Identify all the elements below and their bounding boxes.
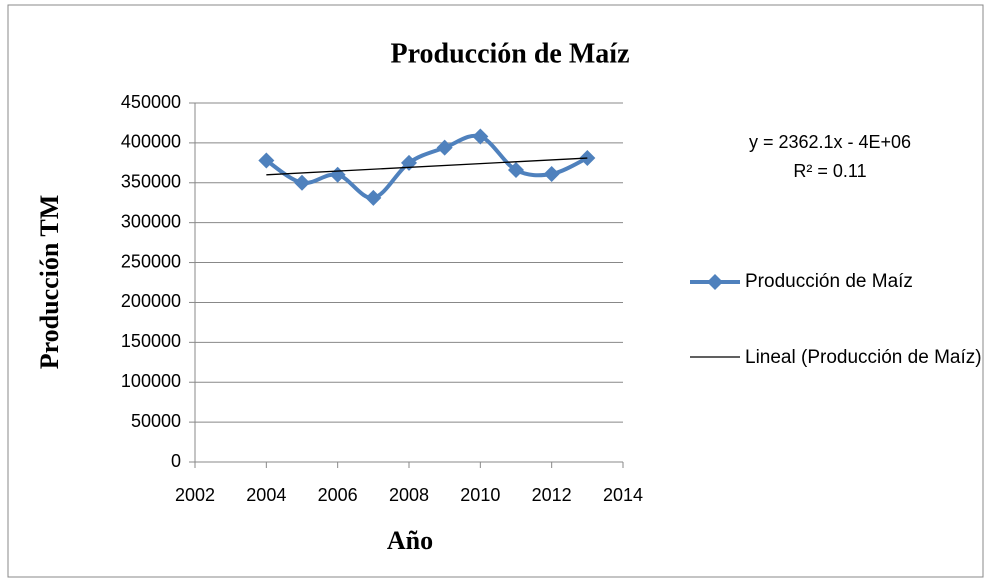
annotation: R² = 0.11 — [793, 161, 866, 181]
y-tick-label: 400000 — [121, 132, 181, 152]
y-tick-label: 350000 — [121, 172, 181, 192]
x-tick-label: 2012 — [532, 485, 572, 505]
y-axis-title: Producción TM — [35, 195, 64, 370]
x-tick-label: 2006 — [318, 485, 358, 505]
x-tick-label: 2002 — [175, 485, 215, 505]
marker — [258, 152, 275, 169]
legend-label: Producción de Maíz — [745, 271, 913, 292]
y-tick-label: 100000 — [121, 371, 181, 391]
y-tick-label: 50000 — [131, 411, 181, 431]
legend-label: Lineal (Producción de Maíz) — [745, 347, 982, 368]
x-axis-title: Año — [387, 526, 433, 555]
series-line — [265, 133, 589, 200]
marker — [508, 162, 524, 179]
trend-line — [266, 157, 588, 176]
marker — [294, 174, 310, 191]
marker — [472, 128, 489, 145]
x-tick-label: 2014 — [603, 485, 643, 505]
y-tick-label: 150000 — [121, 331, 181, 351]
y-tick-label: 450000 — [121, 92, 181, 112]
x-tick-label: 2004 — [246, 485, 286, 505]
marker — [365, 189, 382, 206]
x-tick-label: 2010 — [460, 485, 500, 505]
y-tick-label: 200000 — [121, 291, 181, 311]
y-tick-label: 250000 — [121, 251, 181, 271]
annotation: y = 2362.1x - 4E+06 — [749, 132, 911, 152]
chart-title: Producción de Maíz — [390, 38, 629, 69]
chart-border — [7, 4, 984, 578]
marker — [543, 166, 560, 183]
x-tick-label: 2008 — [389, 485, 429, 505]
y-tick-label: 300000 — [121, 211, 181, 231]
marker — [436, 139, 453, 156]
legend-marker — [707, 274, 723, 290]
y-tick-label: 0 — [171, 451, 181, 471]
